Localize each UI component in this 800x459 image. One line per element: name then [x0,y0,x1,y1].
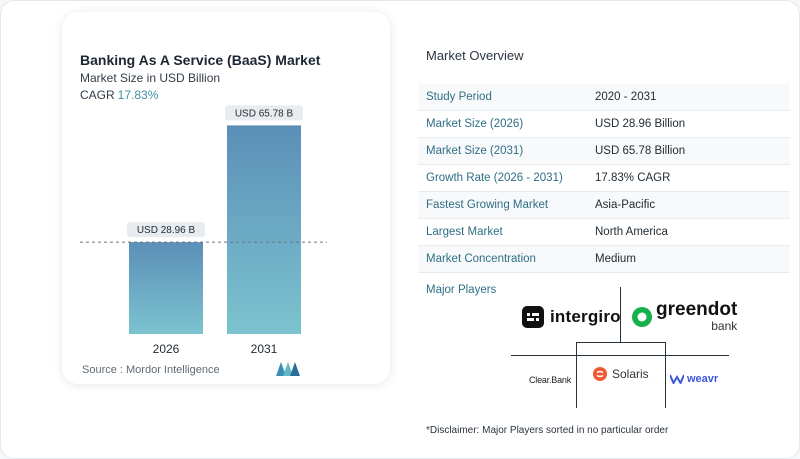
weavr-logo-icon [670,374,684,384]
player-weavr: weavr [670,373,718,385]
row-label: Growth Rate (2026 - 2031) [426,172,563,184]
data-label: USD 65.78 B [235,108,294,119]
disclaimer: *Disclaimer: Major Players sorted in no … [426,425,669,436]
row-label: Market Concentration [426,253,536,265]
table-row: Market Size (2026) USD 28.96 Billion [418,111,790,138]
x-tick-label: 2031 [251,342,278,356]
bar [129,242,203,334]
source-text: Source : Mordor Intelligence [82,364,220,376]
solaris-logo-icon [593,367,607,381]
table-row: Market Size (2031) USD 65.78 Billion [418,138,790,165]
row-label: Fastest Growing Market [426,199,549,211]
player-intergiro: intergiro [522,306,621,328]
data-label-bg [225,105,303,121]
bar-chart: USD 28.96 B 2026 USD 65.78 B 2031 [80,105,327,356]
players-title: Major Players [426,284,497,296]
cagr-value: 17.83% [117,88,159,102]
cagr-label: CAGR [80,88,115,102]
chart-title: Banking As A Service (BaaS) Market [80,52,321,68]
table-row: Market Concentration Medium [418,246,790,273]
row-label: Study Period [426,91,492,103]
intergiro-logo-icon [522,306,544,328]
row-value: Asia-Pacific [595,199,656,211]
x-tick-label: 2026 [153,342,180,356]
weavr-wordmark: weavr [687,373,719,385]
cagr: CAGR 17.83% [80,88,158,102]
greendot-wordmark: greendot [656,299,738,320]
overview-table: Study Period 2020 - 2031 Market Size (20… [418,84,790,273]
row-value: USD 65.78 Billion [595,145,686,157]
divider [511,355,729,356]
divider [665,342,666,408]
row-label: Largest Market [426,226,503,238]
divider [576,342,665,343]
clearbank-wordmark: Clear.Bank [529,375,572,385]
table-row: Largest Market North America [418,219,790,246]
row-label: Market Size (2031) [426,145,524,157]
divider [620,287,621,342]
solaris-wordmark: Solaris [612,367,649,381]
row-value: Medium [595,253,636,265]
player-solaris: Solaris [593,367,649,381]
greendot-bank-text: bank [711,319,738,333]
row-value: USD 28.96 Billion [595,118,686,130]
row-value: 2020 - 2031 [595,91,657,103]
data-label-bg [127,222,205,238]
chart-subtitle: Market Size in USD Billion [80,71,221,85]
chart-card: Banking As A Service (BaaS) Market Marke… [62,12,390,384]
row-label: Market Size (2026) [426,118,524,130]
greendot-wordmark-block: greendot bank [656,299,738,333]
overview-title: Market Overview [426,48,524,63]
player-clearbank: Clear.Bank [529,375,571,385]
greendot-logo-icon [632,307,652,327]
row-value: 17.83% CAGR [595,172,671,184]
table-row: Study Period 2020 - 2031 [418,84,790,111]
player-greendot: greendot bank [631,299,738,333]
bar [227,125,301,335]
table-row: Growth Rate (2026 - 2031) 17.83% CAGR [418,165,790,192]
row-value: North America [595,226,668,238]
table-row: Fastest Growing Market Asia-Pacific [418,192,790,219]
intergiro-wordmark: intergiro [550,307,621,326]
data-label: USD 28.96 B [137,225,196,236]
divider [576,342,577,408]
mordor-logo-icon [276,362,300,376]
